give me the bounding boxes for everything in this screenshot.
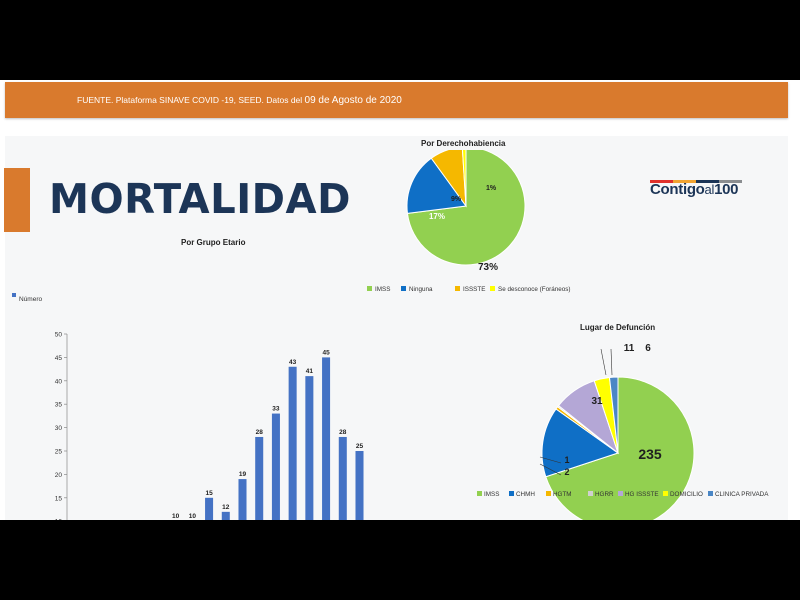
legend-label: CLINICA PRIVADA: [715, 491, 769, 498]
bar: [288, 366, 297, 520]
source-banner: FUENTE. Plataforma SINAVE COVID -19, SEE…: [5, 82, 788, 118]
legend-swatch: [455, 286, 460, 291]
bar-value-label: 28: [256, 429, 264, 436]
legend-label: Ninguna: [409, 286, 433, 293]
source-prefix: FUENTE. Plataforma SINAVE COVID -19, SEE…: [77, 95, 305, 105]
pie-value-label: 1: [564, 455, 569, 465]
title-accent-bar: [4, 168, 30, 232]
slide: FUENTE. Plataforma SINAVE COVID -19, SEE…: [0, 80, 800, 520]
bar: [322, 357, 331, 520]
source-date: 09 de Agosto de 2020: [304, 95, 402, 106]
y-tick-label: 40: [55, 378, 63, 385]
pie-slice: [430, 150, 467, 208]
y-tick-label: 30: [55, 425, 63, 432]
pie-lugar-title: Lugar de Defunción: [580, 323, 656, 332]
y-tick-label: 15: [55, 495, 63, 502]
pie-value-label: 73%: [478, 262, 498, 273]
pie-value-label: 1%: [486, 185, 497, 192]
legend-swatch: [477, 491, 482, 496]
y-tick-label: 10: [55, 519, 63, 520]
pie-chart-lugar-defuncion: 235 31 11 6 1 2 IMSS CHMH HGTM HGRR HG ISSSTE DOMIC…: [477, 343, 769, 520]
bar-value-label: 15: [205, 490, 213, 497]
bar-value-label: 12: [222, 504, 230, 511]
logo-stripe: [650, 180, 742, 183]
bar-value-label: 28: [339, 429, 347, 436]
logo-stripe-gray: [719, 180, 742, 183]
legend-swatch: [509, 491, 514, 496]
legend-swatch: [401, 286, 406, 291]
bar: [205, 497, 214, 520]
legend-label: IMSS: [484, 491, 499, 498]
pie-slice: [608, 376, 619, 454]
legend-label: HG ISSSTE: [625, 491, 659, 498]
bar: [355, 451, 364, 520]
bar-value-label: 33: [272, 406, 280, 413]
pie-value-label: 9%: [451, 196, 462, 203]
pie-value-label: 6: [645, 343, 651, 354]
legend-label: HGRR: [595, 491, 614, 498]
bar-value-label: 10: [189, 513, 197, 520]
legend-label: Número: [19, 296, 43, 303]
legend-swatch: [663, 491, 668, 496]
pie-value-label: 31: [591, 396, 603, 407]
bar: [238, 479, 247, 520]
logo-stripe-navy: [696, 180, 719, 183]
legend-label: ISSSTE: [463, 286, 485, 293]
legend-swatch: [708, 491, 713, 496]
legend-label: Se desconoce (Foráneos): [498, 286, 570, 293]
logo-al: al: [704, 182, 715, 197]
bar: [221, 511, 230, 520]
legend-swatch: [588, 491, 593, 496]
bar-value-label: 43: [289, 359, 297, 366]
y-tick-label: 45: [55, 355, 63, 362]
logo-main: Contigo: [650, 181, 705, 198]
legend-swatch: [618, 491, 623, 496]
pie-value-label: 2: [564, 467, 569, 477]
source-text: FUENTE. Plataforma SINAVE COVID -19, SEE…: [77, 95, 402, 106]
logo-num: 100: [714, 181, 739, 198]
pie-slice: [461, 150, 467, 207]
legend-label: IMSS: [375, 286, 390, 293]
page-title: MORTALIDAD: [49, 175, 351, 223]
bar: [255, 436, 264, 520]
pie-value-label: 235: [638, 446, 662, 462]
legend-swatch: [546, 491, 551, 496]
pie-value-label: 11: [624, 343, 635, 354]
bar: [271, 413, 280, 520]
legend-label: HGTM: [553, 491, 572, 498]
pie-slice: [406, 157, 467, 214]
legend-swatch: [12, 293, 16, 297]
y-tick-label: 35: [55, 402, 63, 409]
bar-value-label: 41: [306, 368, 314, 375]
pie-derecho-title: Por Derechohabiencia: [421, 139, 506, 148]
bar-value-label: 19: [239, 471, 247, 478]
legend-label: CHMH: [516, 491, 535, 498]
pie-slice: [541, 408, 620, 478]
y-tick-label: 50: [55, 332, 63, 339]
bar-chart-age-group: 051015202530354045502<a1a11 a415 a9110 a…: [12, 293, 364, 520]
pie-slice: [545, 376, 695, 520]
leader-line: [539, 456, 562, 464]
pie-slice: [406, 150, 526, 266]
bar: [338, 436, 347, 520]
leader-line: [539, 463, 562, 476]
bar-value-label: 10: [172, 513, 180, 520]
legend-swatch: [367, 286, 372, 291]
legend-swatch: [490, 286, 495, 291]
contigo-logo: Contigoal100: [650, 181, 739, 198]
bar: [305, 376, 314, 520]
bar-value-label: 25: [356, 443, 364, 450]
bar-chart-title: Por Grupo Etario: [181, 238, 246, 247]
leader-line: [600, 348, 607, 376]
y-tick-label: 20: [55, 472, 63, 479]
logo-stripe-red: [650, 180, 673, 183]
legend-label: DOMICILIO: [670, 491, 703, 498]
pie-chart-derechohabiencia: 73% 17% 9% 1% IMSS Ninguna ISSSTE Se desconoce …: [367, 150, 570, 293]
leader-line: [610, 348, 613, 376]
logo-stripe-yellow: [673, 180, 696, 183]
y-tick-label: 25: [55, 449, 63, 456]
bar-value-label: 45: [322, 349, 330, 356]
pie-value-label: 17%: [429, 212, 445, 221]
